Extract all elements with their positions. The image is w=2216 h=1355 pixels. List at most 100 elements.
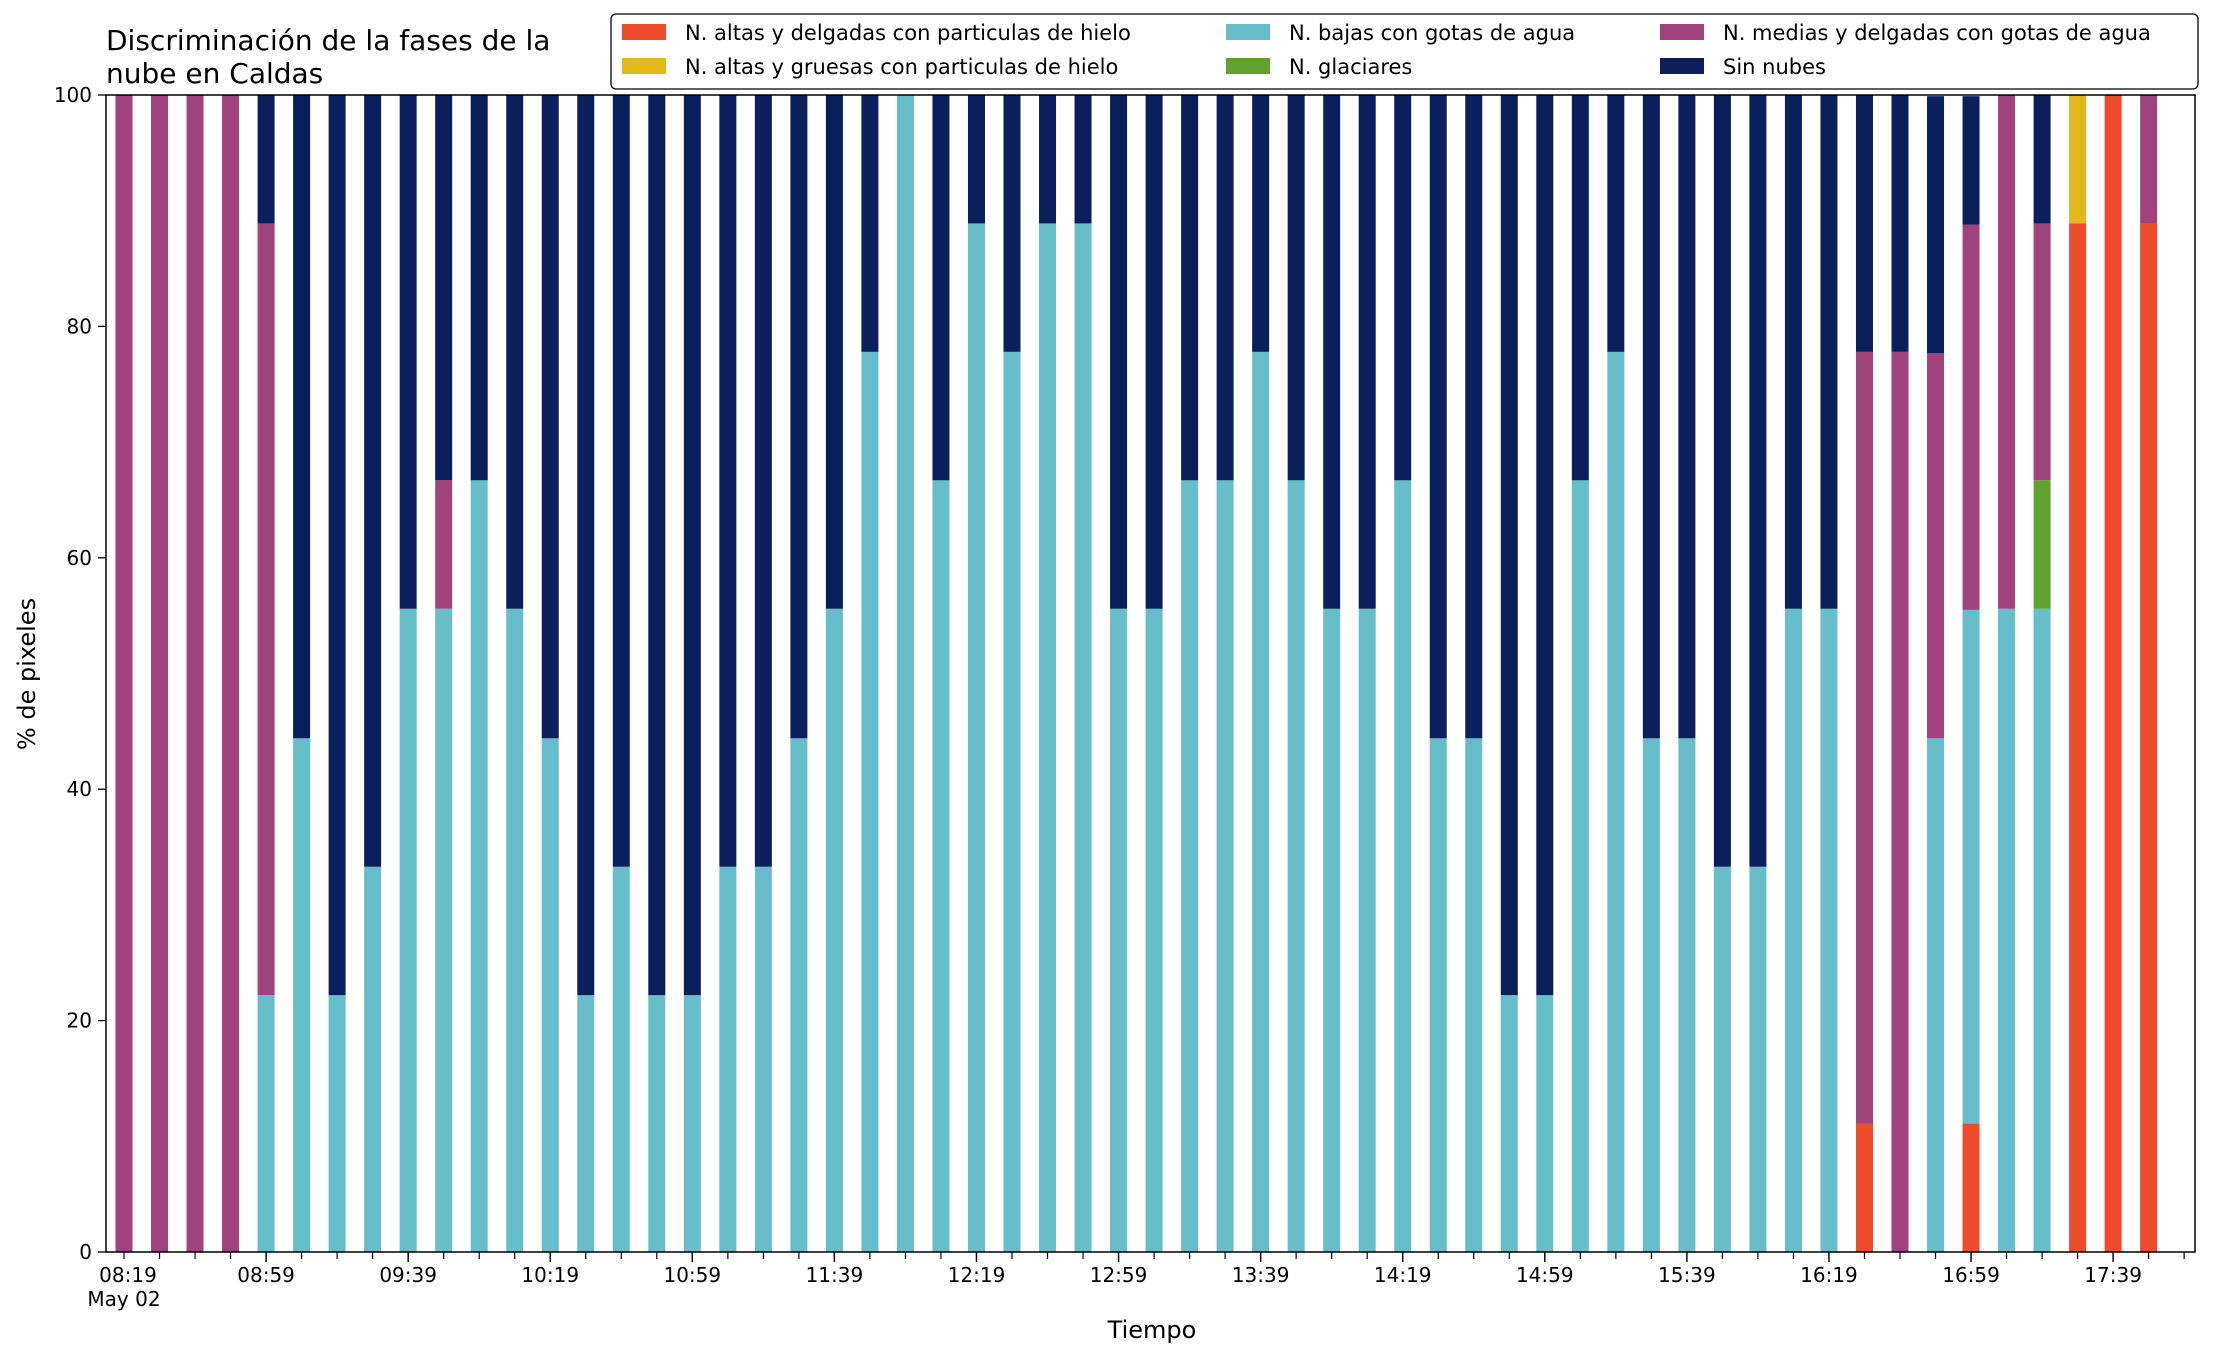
bar-segment-13:49-s2 (1287, 480, 1305, 1252)
bar-segment-09:29-s5 (364, 95, 382, 867)
legend-swatch (1226, 58, 1270, 74)
bar-segment-09:29-s2 (364, 866, 382, 1252)
legend-label: N. glaciares (1289, 55, 1412, 79)
bar-segment-14:29-s5 (1429, 95, 1447, 739)
x-tick-label: 17:39 (2084, 1263, 2142, 1287)
bar-segment-13:29-s2 (1216, 480, 1234, 1252)
bar-segment-08:59-s5 (257, 95, 275, 224)
bar-segment-13:59-s5 (1323, 95, 1341, 609)
bar-segment-15:59-s2 (1749, 866, 1767, 1252)
x-tick-label-first: 08:19 (99, 1263, 157, 1287)
y-axis-label: % de pixeles (13, 598, 41, 750)
bar-segment-16:59-s5 (1962, 96, 1980, 225)
legend-label: N. bajas con gotas de agua (1289, 21, 1575, 45)
y-tick-label: 20 (67, 1009, 92, 1033)
legend-swatch (1660, 58, 1704, 74)
x-tick-label: 15:39 (1658, 1263, 1716, 1287)
legend-label: Sin nubes (1723, 55, 1826, 79)
bar-segment-10:59-s5 (683, 95, 701, 996)
bar-segment-10:39-s5 (612, 95, 630, 867)
bar-segment-16:59-s4 (1962, 224, 1980, 610)
bar-segment-09:39-s5 (399, 95, 417, 609)
bar-segment-14:49-s2 (1500, 995, 1518, 1252)
bar-segment-09:09-s5 (293, 95, 311, 739)
bar-segment-10:59-s2 (683, 995, 701, 1252)
bar-segment-14:09-s5 (1358, 95, 1376, 609)
x-tick-label: 08:59 (237, 1263, 295, 1287)
bar-segment-13:09-s5 (1145, 95, 1163, 609)
bar-segment-08:59-s4 (257, 223, 275, 996)
bar-segment-11:29-s5 (790, 95, 808, 739)
bar-segment-14:49-s5 (1500, 95, 1518, 996)
y-tick-label: 60 (67, 546, 92, 570)
legend-label: N. altas y gruesas con particulas de hie… (685, 55, 1118, 79)
x-tick-label: 09:39 (379, 1263, 437, 1287)
y-axis: 0 20 40 60 80 100 (54, 83, 106, 1264)
bar-segment-13:09-s2 (1145, 608, 1163, 1252)
bar-segment-11:19-s5 (754, 95, 772, 867)
bar-segment-16:49-s2 (1927, 738, 1945, 1252)
x-tick-label: 13:39 (1232, 1263, 1290, 1287)
legend-label: N. medias y delgadas con gotas de agua (1723, 21, 2151, 45)
bar-segment-17:49-s4 (2140, 95, 2158, 224)
legend-swatch (1660, 24, 1704, 40)
x-axis-label: Tiempo (1107, 1316, 1197, 1344)
bar-segment-17:19-s3 (2033, 480, 2051, 609)
bar-segment-16:59-s0 (1962, 1123, 1980, 1252)
bar-segment-11:29-s2 (790, 738, 808, 1252)
bar-segment-14:19-s2 (1394, 480, 1412, 1252)
x-tick-label: 12:59 (1090, 1263, 1148, 1287)
bar-segment-17:09-s2 (1998, 608, 2016, 1252)
bar-segment-17:29-s0 (2069, 223, 2087, 1253)
x-tick-label: 14:19 (1374, 1263, 1432, 1287)
plot-frame (105, 94, 2196, 1253)
bar-segment-16:29-s4 (1855, 351, 1873, 1124)
bar-segment-15:39-s5 (1678, 95, 1696, 739)
bar-segment-13:49-s5 (1287, 95, 1305, 481)
bar-segment-10:39-s2 (612, 866, 630, 1252)
bar-segment-13:39-s5 (1252, 95, 1270, 352)
bar-segment-12:19-s2 (967, 223, 985, 1253)
bar-segment-14:29-s2 (1429, 738, 1447, 1252)
y-tick-label: 100 (54, 83, 92, 107)
bar-segment-10:49-s2 (648, 995, 666, 1252)
x-tick-label: 12:19 (948, 1263, 1006, 1287)
bar-segment-17:29-s1 (2069, 95, 2087, 224)
bar-segment-15:59-s5 (1749, 95, 1767, 867)
bar-segment-16:29-s0 (1855, 1123, 1873, 1252)
bar-segment-13:29-s5 (1216, 95, 1234, 481)
bar-segment-12:59-s5 (1110, 95, 1128, 609)
bar-segment-09:39-s2 (399, 608, 417, 1252)
legend: N. altas y delgadas con particulas de hi… (610, 13, 2199, 90)
bar-segment-12:39-s5 (1039, 95, 1057, 224)
bar-segment-13:59-s2 (1323, 608, 1341, 1252)
bar-segment-11:39-s2 (825, 608, 843, 1252)
bar-segment-08:19-s4 (115, 95, 133, 1252)
bar-segment-08:59-s2 (257, 995, 275, 1252)
y-tick-label: 0 (79, 1240, 92, 1264)
x-tick-label: 11:39 (806, 1263, 864, 1287)
bar-segment-15:19-s2 (1607, 351, 1625, 1253)
legend-swatch (1226, 24, 1270, 40)
bar-segment-09:59-s5 (470, 95, 488, 481)
bar-segment-08:29-s4 (151, 95, 169, 1252)
legend-swatch (622, 24, 666, 40)
bar-segment-16:49-s5 (1927, 96, 1945, 354)
bar-segment-14:59-s2 (1536, 995, 1554, 1252)
bar-segment-17:39-s0 (2104, 95, 2122, 1252)
bar-segment-16:09-s5 (1784, 95, 1802, 609)
bar-segment-16:39-s4 (1891, 351, 1909, 1253)
bar-segment-17:19-s5 (2033, 95, 2051, 224)
bar-segment-16:49-s4 (1927, 353, 1945, 739)
x-tick-label: 16:19 (1800, 1263, 1858, 1287)
bar-segment-17:49-s0 (2140, 223, 2158, 1253)
bar-segment-12:59-s2 (1110, 608, 1128, 1252)
bar-segment-16:09-s2 (1784, 608, 1802, 1252)
bar-segment-08:39-s4 (186, 95, 204, 1252)
bar-segment-15:49-s2 (1713, 866, 1731, 1252)
bar-segment-10:19-s2 (541, 738, 559, 1252)
bar-segment-11:19-s2 (754, 866, 772, 1252)
bar-segment-12:09-s2 (932, 480, 950, 1252)
bar-segment-11:59-s2 (896, 95, 914, 1252)
